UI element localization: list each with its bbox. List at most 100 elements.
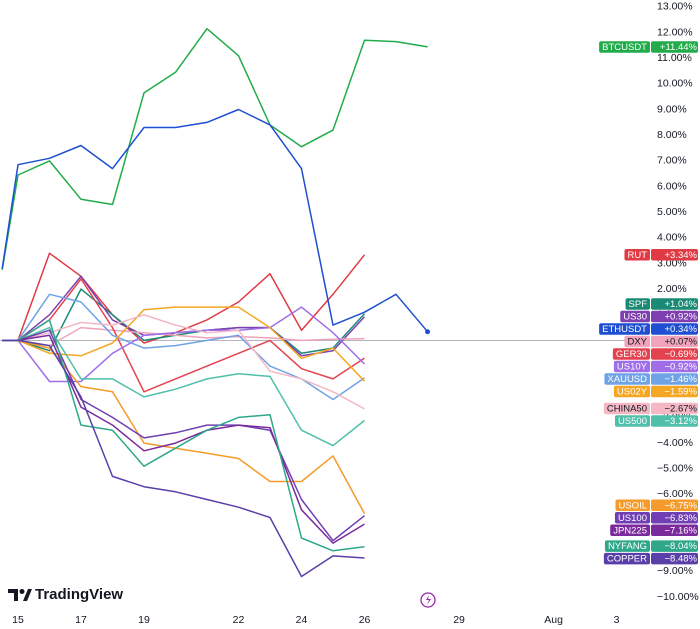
tag-name-bg — [599, 41, 650, 53]
series-tag: −8.48% COPPER — [603, 552, 698, 565]
y-tick-label: 9.00% — [657, 103, 687, 115]
replay-button[interactable] — [420, 592, 436, 608]
series-line — [2, 339, 366, 514]
series-line — [2, 252, 366, 344]
tag-name-bg — [613, 385, 650, 398]
x-tick-label: 17 — [75, 614, 87, 626]
series-line — [2, 314, 365, 410]
y-tick-label: 11.00% — [657, 52, 692, 64]
series-tag: −7.16% JPN225 — [610, 524, 698, 537]
tag-value-bg — [651, 298, 698, 310]
y-tick-label: −10.00% — [657, 591, 699, 603]
tag-value: −3.12% — [665, 416, 698, 427]
y-tick-label: 4.00% — [657, 232, 687, 244]
legend-label: CHINA50 — [607, 403, 647, 414]
series-tag: −8.04% NYFANG — [604, 540, 698, 552]
legend-label: US500 — [618, 416, 647, 427]
series-line — [2, 339, 365, 578]
tag-value-bg — [651, 373, 698, 385]
tag-value: +3.34% — [665, 250, 698, 261]
y-tick-label: 7.00% — [657, 155, 687, 167]
y-tick-label: −9.00% — [657, 565, 693, 577]
tag-value: −6.83% — [665, 513, 698, 524]
tag-value-bg — [651, 499, 698, 512]
tag-value-bg — [651, 524, 698, 537]
series-tag: −0.69% GER30 — [612, 348, 698, 360]
series-tag: −2.67% CHINA50 — [603, 402, 698, 415]
legend-label: ETHUSDT — [602, 324, 647, 335]
series-tag: −6.83% US100 — [614, 512, 698, 524]
tag-value: +1.04% — [665, 299, 698, 310]
tag-value-bg — [651, 335, 698, 348]
x-tick-label: Aug — [544, 614, 563, 626]
tag-name-bg — [599, 323, 650, 335]
tag-value-bg — [651, 512, 698, 524]
y-tick-label: 6.00% — [657, 180, 687, 192]
y-tick-label: 2.00% — [657, 283, 687, 295]
tag-value-bg — [651, 552, 698, 565]
legend-label: BTCUSDT — [602, 42, 647, 53]
watermark-text: TradingView — [35, 586, 123, 603]
legend-label: US02Y — [617, 387, 648, 398]
tag-value: −7.16% — [665, 525, 698, 536]
tag-value: +11.44% — [660, 42, 698, 53]
series-tag: −6.75% USOIL — [615, 499, 698, 512]
logo-icon — [23, 589, 32, 601]
end-point — [425, 329, 431, 335]
series-tag: +0.34% ETHUSDT — [599, 323, 698, 335]
tag-value-bg — [651, 323, 698, 335]
y-tick-label: 12.00% — [657, 26, 693, 38]
series-line — [2, 306, 366, 383]
tag-value-bg — [651, 402, 698, 415]
replay-icon[interactable] — [420, 592, 436, 608]
tag-value: −1.59% — [665, 387, 698, 398]
legend-label: USOIL — [618, 500, 647, 511]
series-line — [2, 319, 365, 552]
series-tag: −3.12% US500 — [614, 415, 698, 427]
tag-value: −0.92% — [665, 362, 698, 373]
tag-name-bg — [614, 512, 650, 524]
tag-name-bg — [603, 402, 650, 415]
legend-label: DXY — [627, 337, 647, 348]
y-tick-label: 10.00% — [657, 78, 693, 90]
series-tag: +1.04% SPF — [625, 298, 698, 310]
tag-value-bg — [651, 41, 698, 53]
tag-value-bg — [651, 310, 698, 323]
legend-label: COPPER — [607, 554, 647, 565]
legend-label: RUT — [627, 250, 647, 261]
legend-label: US30 — [623, 312, 647, 323]
y-tick-label: 5.00% — [657, 206, 687, 218]
series-tag: −0.92% US10Y — [613, 360, 698, 373]
tag-value-bg — [651, 415, 698, 427]
legend-label: XAUUSD — [607, 374, 647, 385]
tag-value: +0.34% — [665, 324, 698, 335]
tag-value: +0.92% — [665, 312, 698, 323]
tag-value: −0.69% — [665, 349, 698, 360]
tag-name-bg — [613, 360, 650, 373]
logo-icon — [8, 589, 18, 601]
tag-name-bg — [603, 552, 650, 565]
tag-name-bg — [604, 373, 650, 385]
tag-value: −1.46% — [665, 374, 698, 385]
tag-value: +0.07% — [665, 337, 698, 348]
series-line — [1, 27, 428, 271]
tag-value-bg — [651, 348, 698, 360]
replay-icon[interactable] — [426, 595, 431, 605]
tag-value-bg — [651, 385, 698, 398]
tag-value-bg — [651, 360, 698, 373]
tag-name-bg — [620, 310, 650, 323]
series-tag: +3.34% RUT — [624, 249, 698, 261]
series-tag: −1.59% US02Y — [613, 385, 698, 398]
watermark: TradingView — [8, 586, 123, 603]
series-line — [1, 108, 429, 333]
series-tag: −1.46% XAUUSD — [604, 373, 698, 385]
x-tick-label: 3 — [614, 614, 620, 626]
x-tick-label: 29 — [453, 614, 465, 626]
x-tick-label: 19 — [138, 614, 150, 626]
x-tick-label: 24 — [296, 614, 308, 626]
x-tick-label: 15 — [12, 614, 24, 626]
tag-name-bg — [625, 298, 650, 310]
tag-name-bg — [612, 348, 650, 360]
